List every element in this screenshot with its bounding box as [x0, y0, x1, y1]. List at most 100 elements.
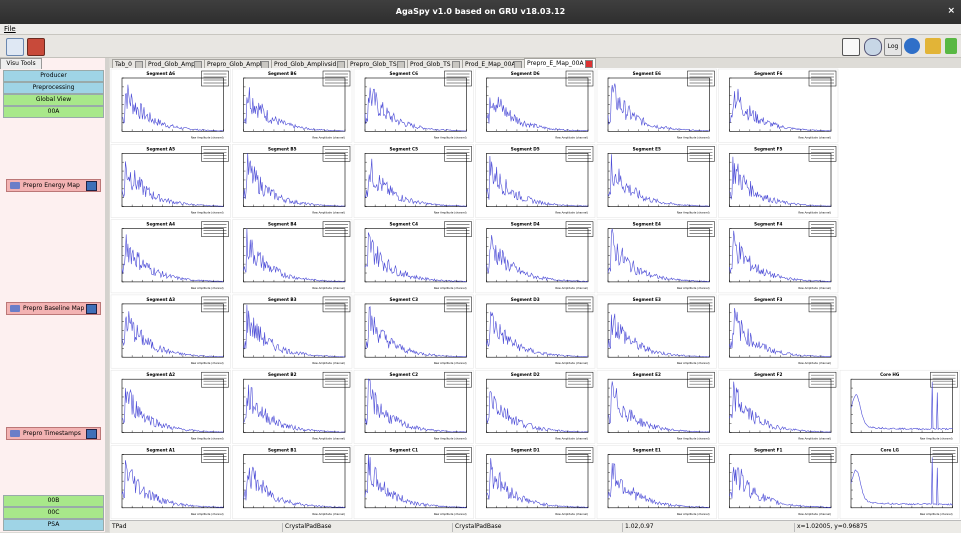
histogram-pad[interactable]: Segment D6 Raw Amplitude (channel): [475, 68, 596, 143]
log-scale-label: Log: [887, 43, 899, 50]
histogram-pad[interactable]: Segment B4 Raw Amplitude (channel): [232, 219, 353, 294]
histogram-series: [607, 228, 710, 282]
histogram-series: [364, 454, 467, 508]
histogram-pad[interactable]: Segment B1 Raw Amplitude (channel): [232, 445, 353, 520]
histogram-pad[interactable]: Segment F4 Raw Amplitude (channel): [718, 219, 839, 294]
toolbar: Log: [0, 35, 961, 58]
pad-title: Segment B6: [268, 71, 297, 76]
tab-close-icon[interactable]: [585, 60, 593, 68]
histogram-pad[interactable]: Segment F1 Raw Amplitude (channel): [718, 445, 839, 520]
histogram-pad[interactable]: Segment B5 Raw Amplitude (channel): [232, 144, 353, 218]
panel-splitter[interactable]: [105, 58, 109, 532]
histogram-pad[interactable]: Segment B6 Raw Amplitude (channel): [232, 68, 353, 143]
x-axis-label: Raw Amplitude (channel): [677, 437, 710, 441]
map-icon: [10, 305, 20, 312]
histogram-pad[interactable]: Segment A2 Raw Amplitude (channel): [110, 369, 231, 444]
histogram-pad[interactable]: Segment F2 Raw Amplitude (channel): [718, 369, 839, 444]
histogram-pad[interactable]: Segment B2 Raw Amplitude (channel): [232, 369, 353, 444]
tab-prepro-e-map-00a[interactable]: Prepro_E_Map_00A: [524, 58, 596, 69]
x-axis-label: Raw Amplitude (channel): [191, 361, 224, 365]
stats-box: [565, 70, 594, 87]
run-icon[interactable]: [86, 304, 97, 314]
pad-title: Segment D3: [511, 297, 540, 302]
stats-box: [565, 371, 594, 388]
menu-file[interactable]: File: [4, 25, 16, 33]
clear-broom-icon[interactable]: [925, 38, 941, 54]
histogram-series: [243, 304, 346, 358]
pad-title: Segment D2: [511, 372, 540, 377]
histogram-canvas[interactable]: Segment A6 Raw Amplitude (channel) Segment…: [110, 68, 961, 520]
close-icon[interactable]: ×: [947, 6, 955, 16]
histogram-pad[interactable]: Segment D1 Raw Amplitude (channel): [475, 445, 596, 520]
histogram-pad[interactable]: Segment D2 Raw Amplitude (channel): [475, 369, 596, 444]
detector-00b-button[interactable]: 00B: [3, 495, 104, 507]
stats-box: [322, 371, 351, 388]
histogram-pad[interactable]: Segment A4 Raw Amplitude (channel): [110, 219, 231, 294]
histogram-pad[interactable]: Segment A1 Raw Amplitude (channel): [110, 445, 231, 520]
x-axis-label: Raw Amplitude (channel): [798, 211, 831, 215]
x-axis-label: Raw Amplitude (channel): [434, 437, 467, 441]
toggle-icon[interactable]: [945, 38, 957, 54]
histogram-pad[interactable]: Segment E4 Raw Amplitude (channel): [596, 219, 717, 294]
histogram-pad[interactable]: Segment D3 Raw Amplitude (channel): [475, 294, 596, 369]
prepro-baseline-map-button[interactable]: Prepro Baseline Map: [6, 302, 101, 315]
psa-button[interactable]: PSA: [3, 519, 104, 531]
histogram-pad[interactable]: Segment A6 Raw Amplitude (channel): [110, 68, 231, 143]
x-axis-label: Raw Amplitude (channel): [677, 512, 710, 516]
save-icon[interactable]: [27, 38, 45, 56]
histogram-pad[interactable]: Segment D5 Raw Amplitude (channel): [475, 144, 596, 218]
histogram-pad[interactable]: Segment C4 Raw Amplitude (channel): [353, 219, 474, 294]
new-canvas-icon[interactable]: [842, 38, 860, 56]
stats-box: [808, 146, 837, 162]
histogram-pad[interactable]: Segment E5 Raw Amplitude (channel): [596, 144, 717, 218]
stats-box: [687, 221, 715, 237]
histogram-pad[interactable]: Segment E3 Raw Amplitude (channel): [596, 294, 717, 369]
preprocessing-button[interactable]: Preprocessing: [3, 82, 104, 94]
stats-box: [687, 70, 715, 87]
histogram-pad[interactable]: Segment C1 Raw Amplitude (channel): [353, 445, 474, 520]
histogram-pad[interactable]: Segment C6 Raw Amplitude (channel): [353, 68, 474, 143]
histogram-pad[interactable]: Segment E2 Raw Amplitude (channel): [596, 369, 717, 444]
x-axis-label: Raw Amplitude (channel): [312, 135, 345, 139]
tab-visu-tools[interactable]: Visu Tools: [0, 58, 42, 69]
pad-title: Segment C4: [390, 222, 419, 227]
histogram-pad[interactable]: Segment F6 Raw Amplitude (channel): [718, 68, 839, 143]
run-icon[interactable]: [86, 429, 97, 439]
histogram-pad[interactable]: Segment F5 Raw Amplitude (channel): [718, 144, 839, 218]
histogram-series: [486, 96, 589, 132]
detector-00c-button[interactable]: 00C: [3, 507, 104, 519]
pad-title: Segment F5: [754, 146, 782, 151]
detector-00a-button[interactable]: 00A: [3, 106, 104, 118]
stats-box: [201, 221, 229, 237]
histogram-pad[interactable]: Core LG Raw Amplitude (channel): [839, 445, 960, 520]
histogram-pad[interactable]: Segment E1 Raw Amplitude (channel): [596, 445, 717, 520]
stats-box: [444, 221, 472, 237]
pad-title: Segment A4: [146, 222, 175, 227]
histogram-pad[interactable]: Segment F3 Raw Amplitude (channel): [718, 294, 839, 369]
histogram-pad[interactable]: Segment C2 Raw Amplitude (channel): [353, 369, 474, 444]
refresh-icon[interactable]: [904, 38, 920, 54]
run-icon[interactable]: [86, 181, 97, 191]
x-axis-label: Raw Amplitude (channel): [434, 211, 467, 215]
prepro-timestamps-button[interactable]: Prepro Timestamps: [6, 427, 101, 440]
zoom-icon[interactable]: [864, 38, 882, 56]
histogram-pad[interactable]: Core HG Raw Amplitude (channel): [839, 369, 960, 444]
histogram-series: [729, 307, 832, 358]
prepro-energy-map-button[interactable]: Prepro Energy Map: [6, 179, 101, 192]
histogram-pad[interactable]: Segment C5 Raw Amplitude (channel): [353, 144, 474, 218]
histogram-pad[interactable]: Segment E6 Raw Amplitude (channel): [596, 68, 717, 143]
histogram-pad[interactable]: Segment A3 Raw Amplitude (channel): [110, 294, 231, 369]
histogram-series: [364, 87, 467, 132]
histogram-pad[interactable]: Segment D4 Raw Amplitude (channel): [475, 219, 596, 294]
histogram-pad[interactable]: Segment C3 Raw Amplitude (channel): [353, 294, 474, 369]
histogram-pad[interactable]: Segment A5 Raw Amplitude (channel): [110, 144, 231, 218]
x-axis-label: Raw Amplitude (channel): [191, 286, 224, 290]
stats-box: [687, 146, 715, 162]
producer-button[interactable]: Producer: [3, 70, 104, 82]
log-scale-button[interactable]: Log: [884, 38, 902, 56]
x-axis-label: Raw Amplitude (channel): [191, 211, 224, 215]
histogram-pad[interactable]: Segment B3 Raw Amplitude (channel): [232, 294, 353, 369]
open-file-icon[interactable]: [6, 38, 24, 56]
stats-box: [444, 447, 472, 463]
global-view-button[interactable]: Global View: [3, 94, 104, 106]
